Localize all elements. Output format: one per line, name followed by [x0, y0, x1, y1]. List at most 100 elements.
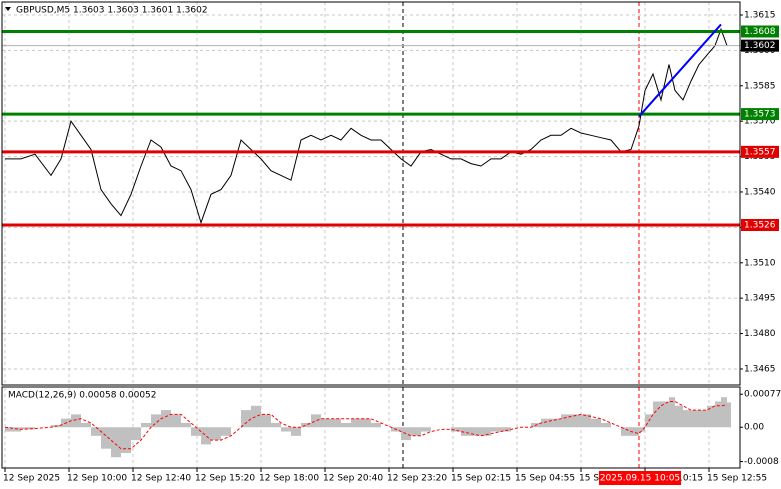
macd-bar [81, 422, 91, 428]
macd-bar [675, 405, 683, 428]
macd-bar [301, 422, 311, 428]
macd-bar [601, 422, 611, 428]
macd-bar [639, 427, 645, 432]
macd-bar [727, 402, 731, 428]
macd-bar [361, 418, 371, 428]
macd-title: MACD(12,26,9) 0.00058 0.00052 [8, 391, 157, 401]
macd-bar [201, 427, 211, 445]
macd-bar [341, 422, 351, 428]
price-label: 1.3602 [744, 41, 776, 51]
macd-bar [331, 418, 341, 428]
macd-bar [551, 418, 561, 428]
macd-bar [571, 414, 581, 428]
macd-bar [683, 410, 691, 428]
macd-bar [661, 401, 669, 428]
level-label: 1.3557 [744, 147, 776, 157]
macd-bar [161, 410, 171, 428]
macd-bar [621, 427, 631, 436]
macd-bar [221, 427, 231, 436]
macd-bar [411, 427, 421, 436]
macd-bar [581, 414, 591, 428]
level-label-box [741, 145, 779, 158]
macd-bar [721, 397, 727, 428]
level-label: 1.3573 [744, 110, 776, 120]
time-label-box [599, 471, 681, 485]
macd-bar [251, 405, 261, 428]
y-tick-label: 1.3540 [744, 187, 776, 197]
macd-bar [21, 427, 35, 430]
macd-bar [141, 422, 151, 428]
x-tick-label: 12 Sep 18:00 [259, 474, 319, 484]
macd-bar [171, 414, 181, 428]
macd-bar [101, 427, 111, 449]
chart-title: GBPUSD,M5 1.3603 1.3603 1.3601 1.3602 [16, 6, 208, 16]
price-line [5, 27, 728, 225]
x-tick-label: 12 Sep 2025 [3, 474, 60, 484]
level-label: 1.3608 [744, 27, 776, 37]
macd-bar [121, 427, 131, 453]
y-tick-label: 1.3465 [744, 364, 776, 374]
macd-bar [707, 405, 715, 428]
y-tick-label: 0.00077 [744, 390, 781, 400]
macd-bar [281, 427, 291, 432]
y-tick-label: 1.3570 [744, 117, 776, 127]
macd-bar [321, 418, 331, 428]
macd-bar [261, 414, 271, 428]
macd-bar [421, 427, 431, 432]
macd-bar [699, 410, 707, 428]
macd-bar [151, 414, 161, 428]
macd-bar [631, 427, 639, 436]
macd-bar [271, 422, 281, 428]
macd-bar [461, 427, 471, 436]
macd-bar [311, 414, 321, 428]
x-tick-label: 12 Sep 15:20 [195, 474, 255, 484]
macd-bar [501, 427, 511, 432]
macd-bar [561, 414, 571, 428]
x-tick-label: 12 Sep 10:00 [67, 474, 127, 484]
macd-bar [451, 427, 461, 432]
macd-bar [471, 427, 481, 436]
macd-bar [291, 427, 301, 436]
macd-bar [371, 422, 381, 428]
y-tick-label: 1.3510 [744, 258, 776, 268]
macd-bar [71, 414, 81, 428]
macd-bar [351, 418, 361, 428]
y-tick-label: 0.00 [744, 423, 764, 433]
macd-bar [131, 427, 141, 441]
signal-line [4, 401, 728, 450]
x-tick-label: 12 Sep 12:40 [131, 474, 191, 484]
x-tick-label: 12 Sep 23:20 [387, 474, 447, 484]
macd-bar [715, 401, 721, 428]
macd-bar [691, 410, 699, 428]
x-tick-label: 12 Sep 20:40 [323, 474, 383, 484]
macd-bar [181, 422, 191, 428]
time-label: 2025.09.15 10:05 [600, 474, 680, 484]
y-tick-label: 1.3495 [744, 294, 776, 304]
level-label-box [741, 25, 779, 38]
x-tick-label: 15 Sep 12:55 [707, 474, 767, 484]
macd-bar [541, 418, 551, 428]
price-label-box [741, 39, 779, 52]
trend-line [638, 23, 722, 118]
macd-bar [191, 427, 201, 436]
menu-icon[interactable] [5, 7, 11, 11]
main-frame [1, 1, 741, 386]
macd-bar [211, 427, 221, 441]
macd-bar [241, 410, 251, 428]
macd-bar [669, 397, 675, 428]
y-tick-label: 1.3615 [744, 10, 776, 20]
macd-bar [653, 401, 661, 428]
macd-bar [491, 427, 501, 432]
level-label-box [741, 219, 779, 232]
macd-bar [5, 427, 21, 432]
macd-bar [91, 427, 101, 436]
y-tick-label: 1.3480 [744, 329, 776, 339]
y-tick-label: 1.3585 [744, 81, 776, 91]
level-label-box [741, 108, 779, 121]
x-tick-label: 15 Sep 02:15 [451, 474, 511, 484]
macd-bar [481, 427, 491, 436]
level-label: 1.3526 [744, 221, 776, 231]
y-tick-label: -0.0008 [744, 457, 779, 467]
